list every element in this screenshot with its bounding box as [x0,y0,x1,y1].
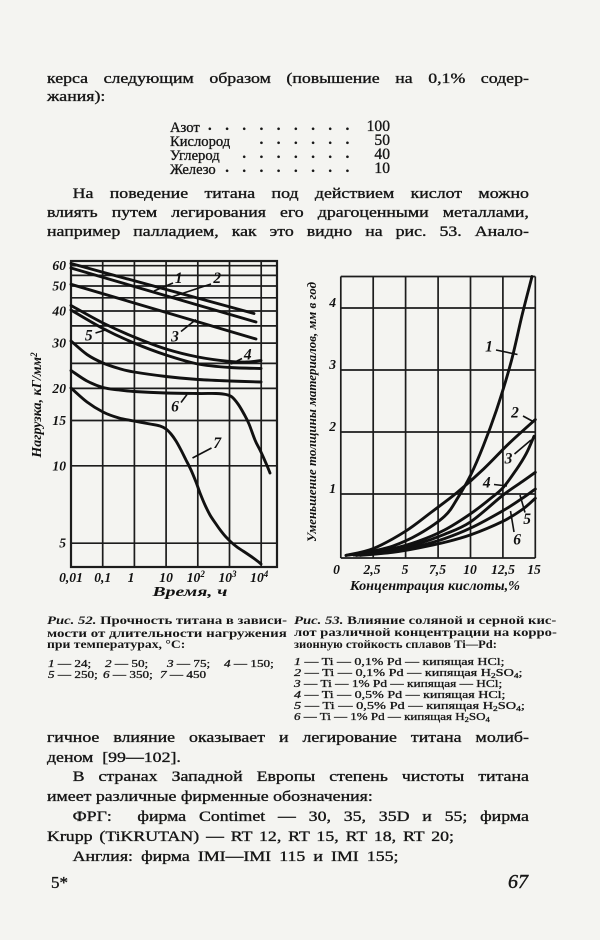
svg-text:5: 5 [402,562,409,577]
svg-text:4: 4 [243,347,252,364]
svg-text:12,5: 12,5 [491,562,515,577]
svg-text:Уменьшение толщины материалов,: Уменьшение толщины материалов, мм в год [304,281,319,542]
svg-text:Время, ч: Время, ч [151,585,227,600]
svg-text:103: 103 [218,569,237,585]
svg-text:20: 20 [51,381,66,396]
svg-text:5: 5 [523,511,531,528]
svg-text:15: 15 [527,562,541,577]
svg-text:6: 6 [171,398,179,415]
svg-text:3: 3 [170,329,179,346]
svg-text:1: 1 [329,481,336,496]
svg-text:50: 50 [52,279,66,294]
svg-text:0: 0 [333,562,340,577]
svg-text:1: 1 [485,339,493,356]
svg-text:4: 4 [328,295,336,310]
svg-text:102: 102 [187,569,206,585]
svg-text:10: 10 [159,570,173,585]
svg-text:2: 2 [328,419,336,434]
svg-text:5: 5 [85,328,93,345]
svg-text:40: 40 [51,304,66,319]
svg-text:2,5: 2,5 [363,562,381,577]
svg-text:7,5: 7,5 [429,562,446,577]
svg-text:10: 10 [463,562,477,577]
svg-text:1: 1 [128,570,135,585]
svg-text:7: 7 [213,435,222,452]
svg-text:0,1: 0,1 [94,570,111,585]
svg-text:2: 2 [212,270,221,287]
svg-text:3: 3 [504,450,513,467]
svg-text:5: 5 [59,536,66,551]
svg-text:Нагрузка, кГ/мм2: Нагрузка, кГ/мм2 [29,352,45,459]
svg-text:6: 6 [513,532,521,549]
svg-text:60: 60 [52,258,66,273]
svg-text:104: 104 [250,569,269,585]
svg-text:0,01: 0,01 [59,570,83,585]
svg-text:30: 30 [51,336,66,351]
svg-text:4: 4 [482,474,491,491]
svg-text:Концентрация кислоты,%: Концентрация кислоты,% [349,579,520,594]
svg-text:1: 1 [175,270,183,287]
svg-text:3: 3 [328,357,336,372]
svg-text:15: 15 [52,413,66,428]
svg-text:10: 10 [52,458,66,473]
svg-text:2: 2 [510,405,519,422]
